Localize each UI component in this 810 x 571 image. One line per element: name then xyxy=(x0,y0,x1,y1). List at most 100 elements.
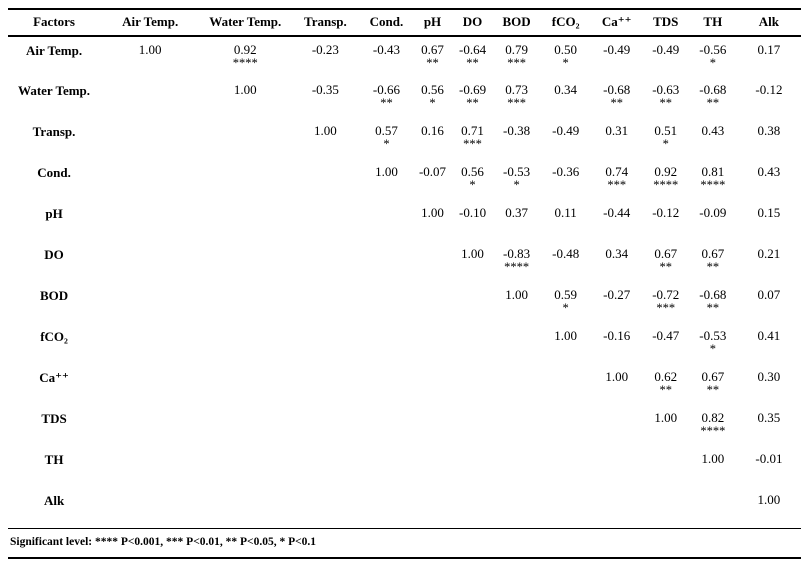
correlation-value: -0.27 xyxy=(603,287,631,302)
correlation-value: 1.00 xyxy=(701,451,725,466)
table-row: Ca⁺⁺ 1.00 0.62 ** 0.67 ** 0.30 xyxy=(8,364,801,405)
correlation-cell: 0.21 xyxy=(737,241,801,282)
correlation-value: 0.16 xyxy=(421,123,444,138)
significance-stars: * xyxy=(709,56,716,70)
column-header: Ca⁺⁺ xyxy=(590,10,643,37)
correlation-cell: -0.23 xyxy=(290,36,360,77)
correlation-value: 0.73 xyxy=(505,82,528,97)
column-header: pH xyxy=(412,10,453,37)
correlation-value: 0.37 xyxy=(505,205,528,220)
correlation-cell: 1.00 xyxy=(591,364,643,405)
correlation-cell: 0.82 **** xyxy=(689,405,737,446)
significance-stars: ** xyxy=(706,96,720,110)
correlation-cell: -0.56 * xyxy=(689,36,737,77)
correlation-cell xyxy=(412,405,452,446)
correlation-cell xyxy=(412,487,452,528)
correlation-cell: 1.00 xyxy=(453,241,493,282)
correlation-cell: -0.12 xyxy=(643,200,689,241)
correlation-value: 0.30 xyxy=(757,369,781,384)
correlation-cell: -0.68 ** xyxy=(689,77,737,118)
correlation-value: -0.01 xyxy=(755,451,783,466)
significance-stars: ** xyxy=(706,383,720,397)
correlation-value: 0.31 xyxy=(605,123,629,138)
correlation-value: 0.38 xyxy=(757,123,781,138)
row-label: fCO₂ xyxy=(40,329,68,344)
correlation-cell xyxy=(360,282,412,323)
significance-stars: * xyxy=(562,301,569,315)
correlation-value: 0.50 xyxy=(554,42,578,57)
correlation-cell: 1.00 xyxy=(541,323,591,364)
correlation-cell: -0.44 xyxy=(591,200,643,241)
correlation-cell xyxy=(412,323,452,364)
correlation-cell xyxy=(200,323,290,364)
correlation-value: -0.49 xyxy=(652,42,680,57)
correlation-value: 0.43 xyxy=(701,123,725,138)
correlation-value: -0.64 xyxy=(459,42,487,57)
significance-stars: ** xyxy=(466,56,479,70)
correlation-cell xyxy=(360,405,412,446)
correlation-cell xyxy=(412,282,452,323)
correlation-cell xyxy=(360,364,412,405)
correlation-cell: 0.38 xyxy=(737,118,801,159)
row-label: Transp. xyxy=(32,124,76,139)
paper-page: Factors Air Temp. Water Temp. Transp. Cond. p… xyxy=(8,8,801,559)
correlation-cell: 0.34 xyxy=(541,77,591,118)
correlation-value: -0.12 xyxy=(755,82,783,97)
correlation-value: -0.16 xyxy=(603,328,631,343)
correlation-cell xyxy=(493,364,541,405)
correlation-cell: 0.35 xyxy=(737,405,801,446)
column-header: Transp. xyxy=(290,10,361,37)
correlation-value: 0.17 xyxy=(757,42,781,57)
correlation-cell: 0.67 ** xyxy=(412,36,452,77)
correlation-cell xyxy=(200,118,290,159)
correlation-cell xyxy=(541,487,591,528)
correlation-cell: 1.00 xyxy=(737,487,801,528)
correlation-value: -0.23 xyxy=(311,42,339,57)
correlation-value: 1.00 xyxy=(421,205,444,220)
correlation-cell xyxy=(100,446,200,487)
table-row: TH 1.00 -0.01 xyxy=(8,446,801,487)
correlation-value: 1.00 xyxy=(138,42,162,57)
correlation-cell: 1.00 xyxy=(360,159,412,200)
correlation-value: -0.53 xyxy=(503,164,531,179)
correlation-value: 0.35 xyxy=(757,410,781,425)
correlation-cell xyxy=(412,241,452,282)
row-label: Water Temp. xyxy=(18,83,91,98)
correlation-cell xyxy=(493,323,541,364)
correlation-cell: 0.11 xyxy=(541,200,591,241)
significance-stars: ** xyxy=(659,96,673,110)
column-header: TH xyxy=(688,10,737,37)
correlation-value: 1.00 xyxy=(505,287,528,302)
significance-stars: **** xyxy=(504,260,530,274)
correlation-cell: 1.00 xyxy=(689,446,737,487)
correlation-cell xyxy=(100,77,200,118)
correlation-value: 0.56 xyxy=(461,164,484,179)
row-label: Air Temp. xyxy=(26,43,83,58)
correlation-cell xyxy=(200,364,290,405)
table-row: Air Temp. 1.00 0.92 **** -0.23 -0.43 0.67 ** -0.… xyxy=(8,36,801,77)
correlation-value: 1.00 xyxy=(654,410,678,425)
correlation-cell xyxy=(100,241,200,282)
column-header: BOD xyxy=(492,10,541,37)
column-header: Water Temp. xyxy=(200,10,291,37)
correlation-cell: 0.79 *** xyxy=(493,36,541,77)
significance-stars: * xyxy=(469,178,476,192)
correlation-cell: 0.67 ** xyxy=(689,241,737,282)
correlation-value: 0.34 xyxy=(605,246,629,261)
row-label: Ca⁺⁺ xyxy=(39,370,69,385)
correlation-cell xyxy=(100,323,200,364)
correlation-value: 0.92 xyxy=(233,42,257,57)
correlation-cell: -0.09 xyxy=(689,200,737,241)
correlation-value: 1.00 xyxy=(233,82,257,97)
correlation-cell: 0.41 xyxy=(737,323,801,364)
significance-stars: * xyxy=(513,178,520,192)
correlation-value: 0.07 xyxy=(757,287,781,302)
correlation-cell xyxy=(412,446,452,487)
correlation-cell: -0.48 xyxy=(541,241,591,282)
correlation-cell xyxy=(493,487,541,528)
correlation-cell xyxy=(453,405,493,446)
correlation-value: 1.00 xyxy=(461,246,484,261)
correlation-value: -0.68 xyxy=(699,287,727,302)
significance-stars: *** xyxy=(507,96,526,110)
correlation-cell: -0.12 xyxy=(737,77,801,118)
